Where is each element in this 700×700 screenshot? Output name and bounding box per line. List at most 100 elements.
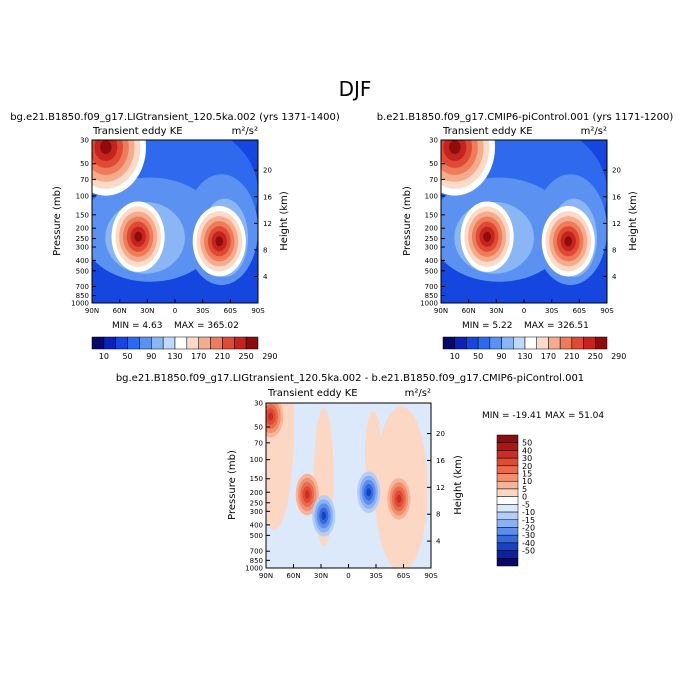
colorbar-swatch [454,336,467,350]
y-tick-label: 70 [254,439,263,447]
y-tick-label: 1000 [420,300,438,308]
y-axis-right: 4 8 12 16 20 [603,167,621,281]
colorbar-label: -50 [522,547,535,556]
colorbar-swatch [466,336,479,350]
colorbar-label: 130 [517,352,532,361]
y-right-tick-label: 20 [263,167,272,175]
colorbar-label: -30 [522,531,535,540]
field-contour [366,488,371,497]
y-tick-label: 70 [429,176,438,184]
y-tick-label: 50 [80,160,89,168]
y-tick-label: 400 [250,521,263,529]
colorbar-swatch [127,336,140,350]
x-tick-label: 0 [346,572,350,580]
y-tick-label: 850 [250,557,263,565]
panel-subtitle: Transient eddy KE [92,126,183,137]
colorbar-swatch [496,534,519,544]
y-right-tick-label: 8 [263,246,267,254]
panel-difference: bg.e21.B1850.f09_g17.LIGtransient_120.5k… [116,373,605,580]
y-right-tick-label: 16 [263,193,272,201]
colorbar-swatch [496,457,519,467]
y-tick-label: 1000 [245,565,263,573]
min-label: MIN = 5.22 [462,321,512,331]
max-label: MAX = 365.02 [174,321,239,331]
colorbar-swatch [234,336,247,350]
colorbar-swatch [139,336,152,350]
colorbar-swatch [477,336,491,350]
x-tick-label: 30N [314,572,328,580]
y-tick-label: 100 [425,192,438,200]
colorbar-swatch [548,336,561,350]
y-tick-label: 700 [76,283,89,291]
panel-units: m²/s² [581,126,607,137]
y-tick-label: 700 [250,548,263,556]
colorbar-swatch [174,336,188,350]
colorbar-swatch [186,336,199,350]
y-axis-right: 4 8 12 16 20 [427,430,445,546]
y-tick-label: 400 [425,257,438,265]
colorbar-swatch [536,336,549,350]
colorbar-label: 5 [522,485,527,494]
x-tick-label: 0 [173,307,177,315]
colorbar-swatch [162,336,176,350]
x-axis: 90N 60N 30N 0 30S 60S 90S [434,299,614,315]
panel-picontrol: b.e21.B1850.f09_g17.CMIP6-piControl.001 … [377,112,674,361]
contour-field [441,140,607,303]
y-tick-label: 150 [425,211,438,219]
y-right-tick-label: 4 [263,273,268,281]
max-label: MAX = 326.51 [524,321,589,331]
x-tick-label: 90S [251,307,265,315]
field-contour [449,140,461,155]
y-right-tick-label: 12 [263,220,272,228]
y-tick-label: 100 [76,192,89,200]
y-axis-right-label: Height (km) [279,191,290,251]
y-tick-label: 200 [425,225,438,233]
colorbar-swatch [595,336,608,350]
x-tick-label: 30N [140,307,154,315]
y-tick-label: 300 [250,508,263,516]
y-tick-label: 150 [250,475,263,483]
x-tick-label: 90S [600,307,614,315]
colorbar-label: 50 [122,352,132,361]
colorbar: 10 50 90 130 170 210 250 290 [91,336,277,361]
colorbar-swatch [210,336,223,350]
colorbar-swatch [559,336,573,350]
colorbar-label: 130 [167,352,182,361]
x-tick-label: 30N [489,307,503,315]
y-right-tick-label: 12 [436,484,445,492]
y-tick-label: 50 [254,424,263,432]
colorbar-label: -15 [522,516,535,525]
field-contour [396,494,402,504]
colorbar-label: 250 [239,352,254,361]
y-right-tick-label: 20 [436,430,445,438]
colorbar-label: -5 [522,500,530,509]
colorbar-swatch [496,480,519,490]
panel-title: b.e21.B1850.f09_g17.CMIP6-piControl.001 … [377,112,674,123]
y-tick-label: 500 [425,267,438,275]
colorbar-swatch [496,550,519,559]
y-right-tick-label: 12 [612,220,621,228]
x-axis: 90N 60N 30N 0 30S 60S 90S [85,299,265,315]
y-tick-label: 850 [425,292,438,300]
y-tick-label: 150 [76,211,89,219]
colorbar-swatch [496,434,519,443]
panel-units: m²/s² [405,388,431,399]
x-tick-label: 30S [369,572,383,580]
y-axis-label: Pressure (mb) [402,186,413,256]
y-right-tick-label: 20 [612,167,621,175]
y-tick-label: 700 [425,283,438,291]
min-label: MIN = -19.41 [482,411,541,421]
colorbar-swatch [496,542,519,551]
colorbar-swatch [222,336,235,350]
y-tick-label: 300 [425,244,438,252]
field-contour [321,511,327,520]
colorbar-label: 170 [191,352,206,361]
x-tick-label: 60S [397,572,411,580]
colorbar-swatch [496,519,519,528]
colorbar-label: 10 [450,352,460,361]
y-right-tick-label: 4 [436,538,441,546]
colorbar-label: -20 [522,523,535,532]
